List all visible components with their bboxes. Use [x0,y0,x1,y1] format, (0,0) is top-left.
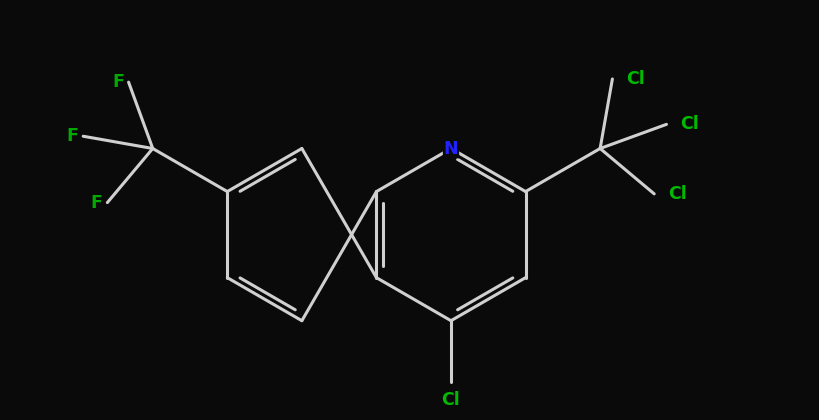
Text: F: F [112,73,124,91]
Text: N: N [443,139,458,158]
Text: F: F [66,127,79,145]
Text: Cl: Cl [625,70,644,88]
Text: Cl: Cl [441,391,459,409]
Text: Cl: Cl [679,116,698,134]
Text: F: F [91,194,102,212]
Text: Cl: Cl [667,185,686,203]
